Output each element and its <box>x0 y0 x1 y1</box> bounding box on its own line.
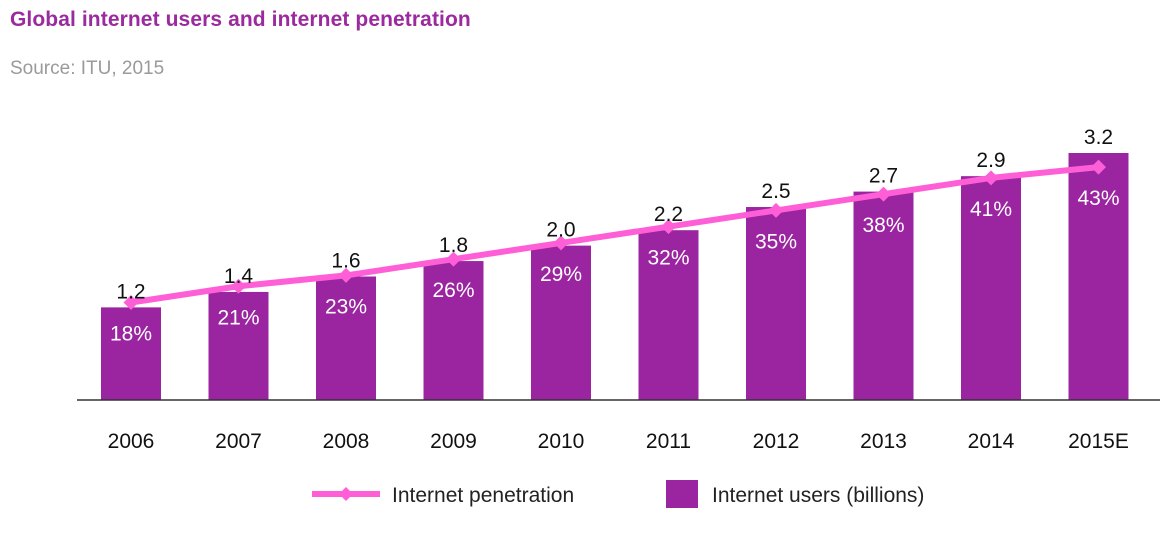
penetration-marker-2006 <box>123 295 139 310</box>
bar-value-label: 1.6 <box>331 250 360 273</box>
penetration-value-label: 23% <box>325 295 367 318</box>
bar-value-label: 2.9 <box>976 149 1005 172</box>
bar-2014 <box>961 176 1021 400</box>
bar-value-label: 2.5 <box>761 180 790 203</box>
bar-value-label: 2.0 <box>546 219 575 242</box>
penetration-value-label: 29% <box>540 263 582 286</box>
legend-line-marker <box>339 487 353 501</box>
legend: Internet penetration Internet users (bill… <box>312 480 924 508</box>
bar-value-label: 1.4 <box>224 265 254 288</box>
x-tick-label: 2006 <box>108 430 155 453</box>
penetration-value-label: 35% <box>755 230 797 253</box>
penetration-value-label: 41% <box>970 198 1012 221</box>
x-tick-label: 2013 <box>860 430 907 453</box>
bar-2010 <box>531 245 591 400</box>
legend-bar-swatch <box>666 480 698 508</box>
bar-2012 <box>746 207 806 400</box>
penetration-value-label: 21% <box>217 306 259 329</box>
penetration-value-label: 32% <box>647 247 689 270</box>
penetration-value-label: 38% <box>862 214 904 237</box>
chart-subtitle: Source: ITU, 2015 <box>10 58 165 79</box>
penetration-line <box>130 164 1099 306</box>
labels-group: 1.2 1.4 1.6 1.8 2.0 2.2 2.5 2.7 2.9 3.2 18% 21% 23% 2… <box>108 126 1129 453</box>
legend-label-penetration: Internet penetration <box>392 484 574 507</box>
bar-2008 <box>316 276 376 400</box>
penetration-marker-2011 <box>661 219 676 235</box>
bar-2013 <box>853 191 914 400</box>
x-tick-label: 2014 <box>968 430 1015 453</box>
bars-group <box>101 153 1129 400</box>
bar-value-label: 1.2 <box>116 280 145 303</box>
bar-2006 <box>101 307 161 400</box>
penetration-marker-2007 <box>231 278 246 294</box>
x-tick-label: 2011 <box>646 430 691 453</box>
bar-value-label: 3.2 <box>1084 126 1113 149</box>
x-tick-label: 2010 <box>538 430 585 453</box>
penetration-value-label: 43% <box>1077 187 1119 210</box>
x-tick-label: 2008 <box>323 430 370 453</box>
x-tick-label: 2009 <box>430 430 477 453</box>
bar-2015E <box>1068 153 1129 400</box>
bar-value-label: 2.7 <box>869 165 898 188</box>
penetration-marker-2015E <box>1091 159 1106 175</box>
penetration-marker-2010 <box>553 235 569 251</box>
bar-value-label: 1.8 <box>439 234 468 257</box>
bar-value-label: 2.2 <box>654 203 683 226</box>
penetration-value-label: 26% <box>432 279 474 302</box>
penetration-value-label: 18% <box>110 323 152 346</box>
x-tick-label: 2012 <box>753 430 800 453</box>
legend-label-users: Internet users (billions) <box>712 484 924 507</box>
x-tick-label: 2015E <box>1068 430 1129 453</box>
penetration-marker-2014 <box>983 170 999 186</box>
penetration-line-group <box>123 159 1106 310</box>
bar-2009 <box>423 261 484 400</box>
penetration-marker-2009 <box>446 251 461 267</box>
x-tick-label: 2007 <box>215 430 262 453</box>
penetration-marker-2008 <box>338 267 354 283</box>
bar-2007 <box>208 291 269 400</box>
penetration-marker-2012 <box>768 202 784 218</box>
penetration-marker-2013 <box>876 186 891 202</box>
bar-2011 <box>638 230 699 400</box>
chart-title: Global internet users and internet penet… <box>10 8 471 31</box>
